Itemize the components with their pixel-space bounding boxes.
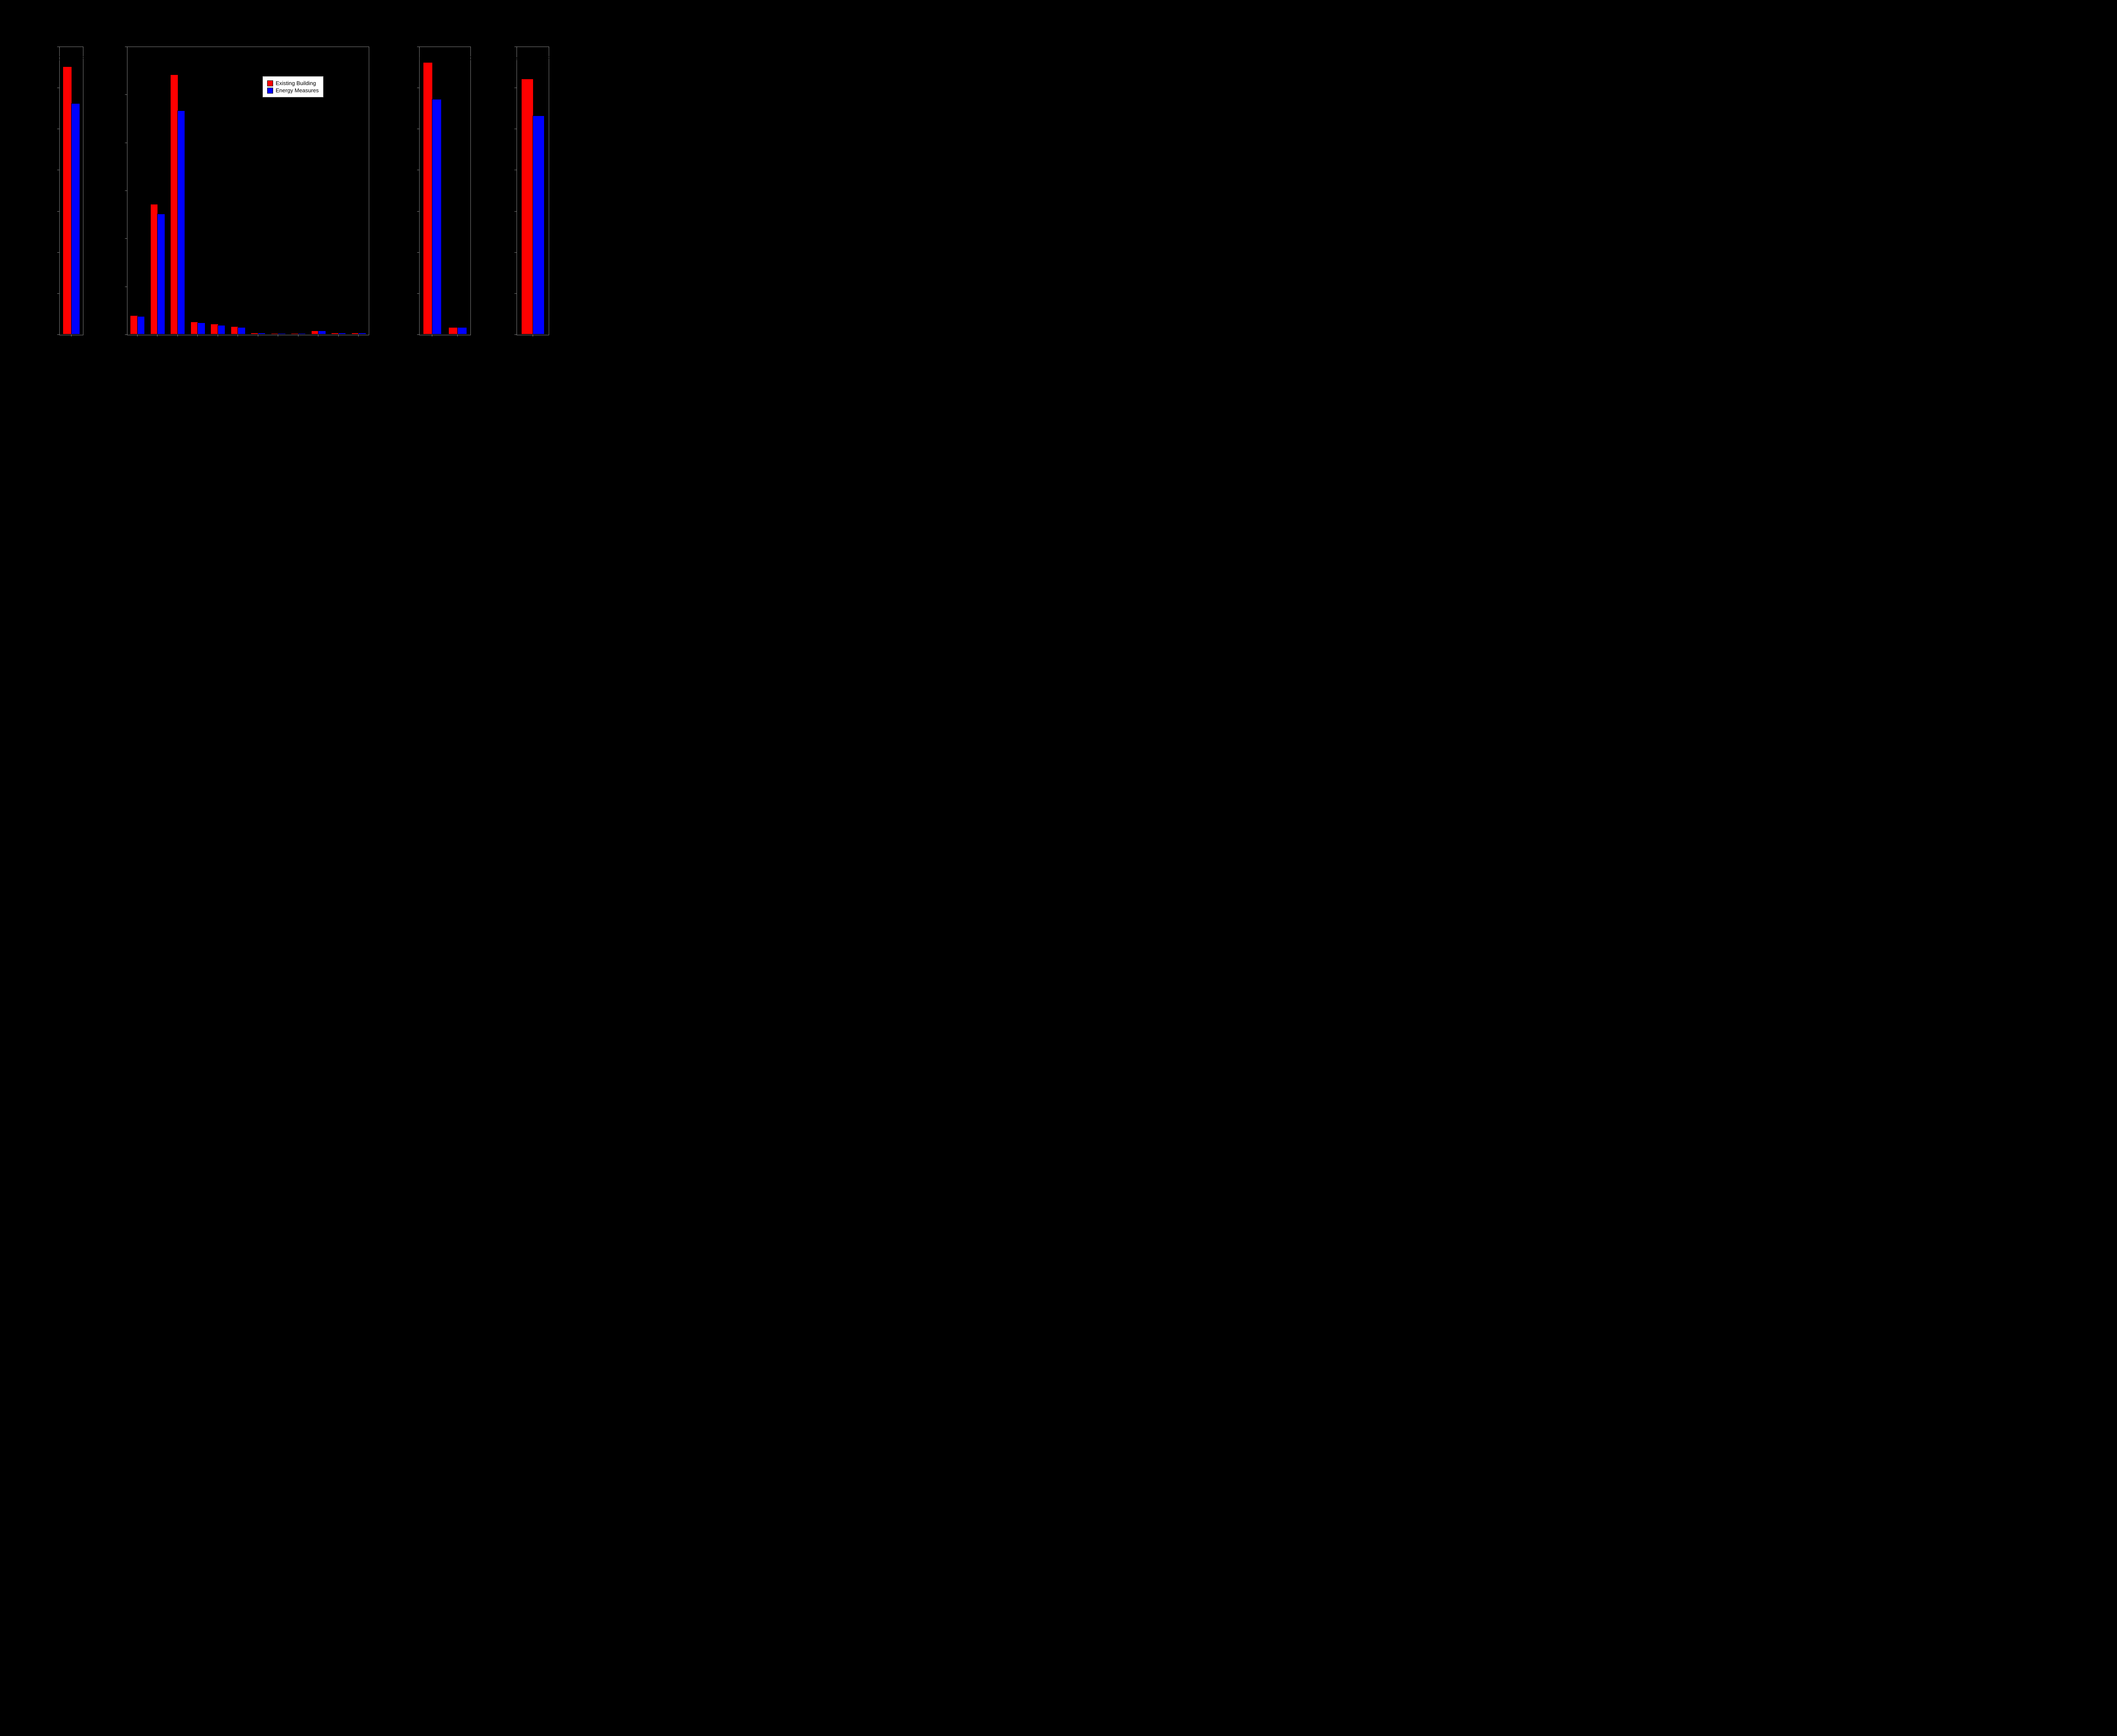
y-axis-label: tonnes co2e xyxy=(384,179,390,207)
chart-bar xyxy=(457,327,467,334)
y-axis-label: kg co2e xyxy=(19,185,25,202)
y-tick-label: 20,000 xyxy=(97,235,123,240)
x-tick-label: Process xyxy=(326,339,366,378)
x-tick-label: Elevators xyxy=(307,339,346,378)
chart-bar xyxy=(197,323,205,334)
legend-swatch xyxy=(267,80,273,86)
y-tick-label: 60,000 xyxy=(30,85,55,90)
y-tick-label: 30,000 xyxy=(97,188,123,193)
panel-subtitle: tonnes CO2e (GWP100)by Scope xyxy=(398,55,491,68)
y-tick-label: 10 xyxy=(487,290,512,295)
x-tick-label: Pumps xyxy=(266,339,306,378)
y-tick-label: 0 xyxy=(30,331,55,337)
chart-bar xyxy=(298,333,306,334)
panel-subtitle: kg CO2e (GWP100) by End Use xyxy=(106,61,390,68)
y-tick-label: 40 xyxy=(487,167,512,172)
chart-bar xyxy=(71,103,80,334)
chart-bar xyxy=(137,316,145,334)
x-tick-label: Total xyxy=(501,339,540,378)
y-axis-label: tonnes co2e xyxy=(481,179,487,207)
y-tick-label: 20,000 xyxy=(30,249,55,254)
chart-container: Annual CO2e Emissions kg CO2e (GWP100)by … xyxy=(0,0,557,390)
chart-bar xyxy=(338,333,346,334)
y-tick-label: 10,000 xyxy=(97,284,123,289)
chart-bar xyxy=(358,333,366,334)
y-tick-label: 40,000 xyxy=(30,167,55,172)
x-tick-label: Cooling xyxy=(226,339,265,378)
y-tick-label: 30,000 xyxy=(30,208,55,213)
y-tick-label: 50 xyxy=(390,126,415,131)
panel-subtitle: tonnes CO2e (GWP100)by Scope xyxy=(495,55,569,68)
y-tick-label: 60 xyxy=(390,85,415,90)
x-tick-label: Cooking systems xyxy=(186,339,225,378)
chart-bar xyxy=(448,327,458,334)
chart-bar xyxy=(432,99,442,334)
x-tick-label: Space heating xyxy=(125,339,165,378)
x-tick-label: Meter-based xyxy=(39,339,79,378)
legend-swatch xyxy=(267,88,273,94)
y-tick-label: 30 xyxy=(487,208,512,213)
x-tick-label: Service hot water xyxy=(105,339,145,378)
y-tick-label: 10 xyxy=(390,290,415,295)
x-tick-label: Plug loads xyxy=(286,339,326,378)
y-tick-label: 20 xyxy=(487,249,512,254)
chart-bar xyxy=(157,214,165,334)
y-tick-label: 50,000 xyxy=(30,126,55,131)
y-tick-label: 50 xyxy=(487,126,512,131)
chart-bar xyxy=(521,79,533,334)
x-tick-label: Fans xyxy=(246,339,285,378)
y-tick-label: 0 xyxy=(390,331,415,337)
y-tick-label: 20 xyxy=(390,249,415,254)
y-tick-label: 40,000 xyxy=(97,140,123,145)
chart-bar xyxy=(238,327,246,334)
y-tick-label: 10,000 xyxy=(30,290,55,295)
x-tick-label: Interior lighting xyxy=(146,339,185,378)
y-tick-label: 0 xyxy=(97,331,123,337)
y-tick-label: 0 xyxy=(487,331,512,337)
y-axis-label: kg co2e xyxy=(86,185,92,202)
chart-bar xyxy=(533,116,544,334)
y-tick-label: 50,000 xyxy=(97,91,123,97)
y-tick-label: 30 xyxy=(390,208,415,213)
x-tick-label: Exterior lighting xyxy=(166,339,205,378)
chart-bar xyxy=(63,66,72,334)
legend-label: Energy Measures xyxy=(276,87,319,94)
y-tick-label: 70,000 xyxy=(30,44,55,49)
y-tick-label: 40 xyxy=(390,167,415,172)
panel-subtitle: kg CO2e (GWP100)by Scope xyxy=(38,55,104,68)
chart-legend: Existing BuildingEnergy Measures xyxy=(263,76,323,97)
y-tick-label: 60 xyxy=(487,85,512,90)
chart-bar xyxy=(318,331,326,334)
chart-title: Annual CO2e Emissions xyxy=(0,30,557,37)
chart-bar xyxy=(177,110,185,334)
chart-bar xyxy=(278,333,286,334)
chart-bar xyxy=(423,62,433,334)
chart-bar xyxy=(218,325,226,334)
legend-label: Existing Building xyxy=(276,80,316,86)
y-tick-label: 70 xyxy=(390,44,415,49)
y-tick-label: 70 xyxy=(487,44,512,49)
y-tick-label: 60,000 xyxy=(97,44,123,49)
x-tick-label: Refrigeration xyxy=(206,339,245,378)
chart-bar xyxy=(258,333,266,334)
